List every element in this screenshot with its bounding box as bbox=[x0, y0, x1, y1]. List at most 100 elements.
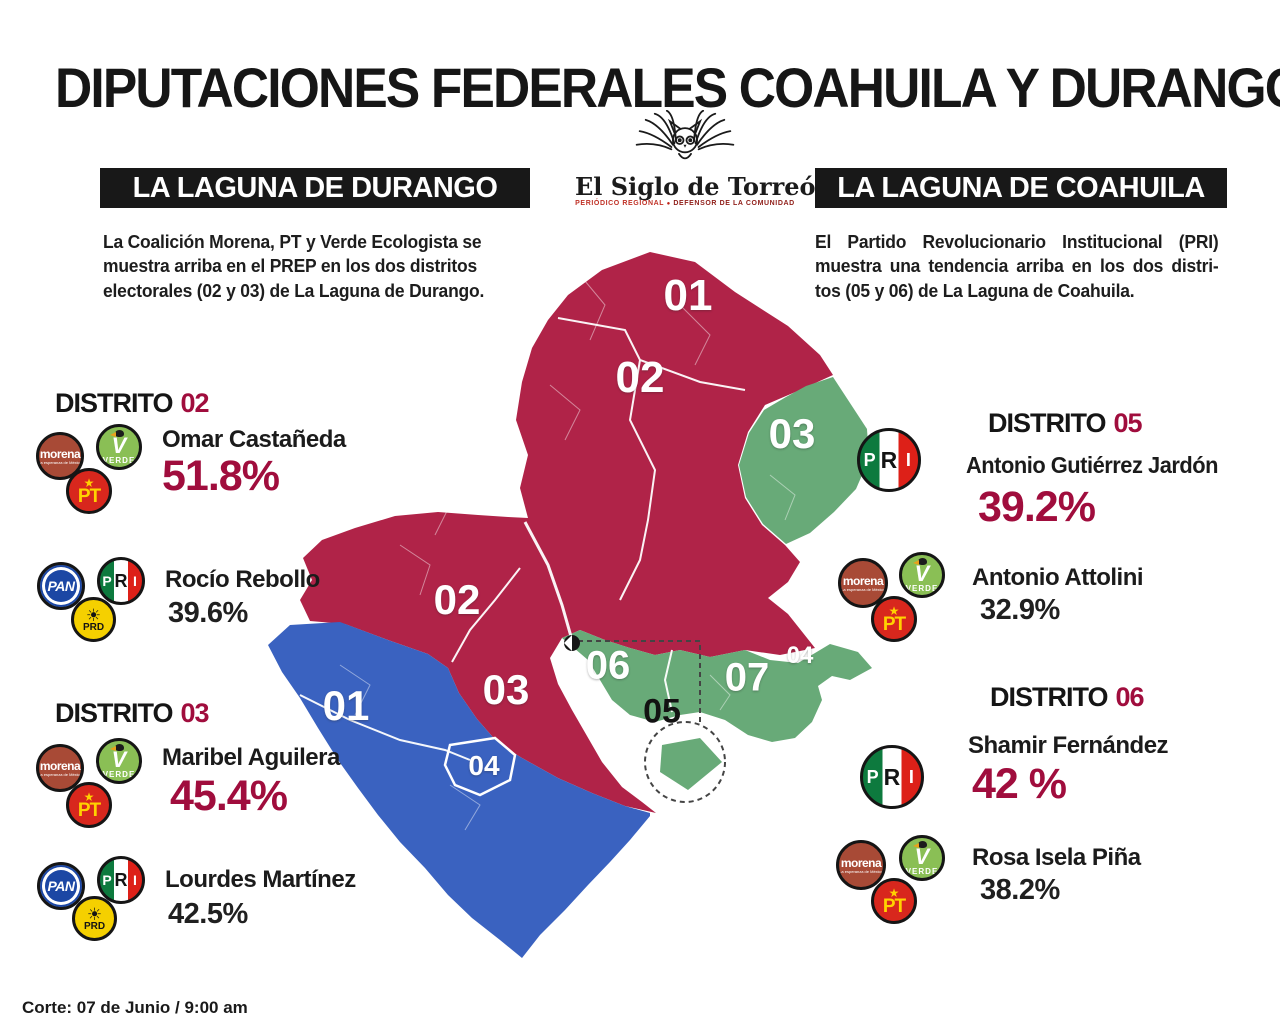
paragraph-coahuila: El Partido Revolucionario Institucional … bbox=[815, 230, 1219, 303]
paragraph-durango: La Coalición Morena, PT y Verde Ecologis… bbox=[103, 230, 484, 303]
star-icon: ★ bbox=[83, 789, 95, 804]
morena-sublabel: La esperanza de México bbox=[839, 868, 883, 874]
toucan-icon bbox=[912, 840, 927, 848]
candidate-percentage: 42 % bbox=[972, 760, 1067, 808]
paragraph-durango-line3: electorales (02 y 03) de La Laguna de Du… bbox=[103, 280, 485, 301]
map-region-green-05-inset bbox=[660, 738, 722, 790]
pan-label: PAN bbox=[47, 578, 75, 594]
map-city-marker-highlight bbox=[564, 635, 572, 651]
pri-letter-p: P bbox=[102, 872, 112, 888]
candidate-percentage: 32.9% bbox=[980, 594, 1060, 626]
pri-letter-p: P bbox=[863, 450, 876, 470]
pan-label: PAN bbox=[47, 878, 75, 894]
pri-letter-r: R bbox=[883, 763, 901, 790]
pt-logo: ★ PT bbox=[66, 468, 112, 514]
district-02-title: DISTRITO 02 bbox=[55, 388, 210, 419]
verde-logo: V VERDE bbox=[899, 835, 945, 881]
map-label-coahuila-04: 04 bbox=[786, 642, 814, 669]
page-title: DIPUTACIONES FEDERALES COAHUILA Y DURANG… bbox=[55, 56, 1280, 119]
verde-logo: V VERDE bbox=[899, 552, 945, 598]
verde-label: VERDE bbox=[102, 455, 136, 465]
map-region-blue bbox=[268, 622, 650, 958]
newspaper-name: El Siglo de Torreón bbox=[575, 172, 834, 201]
sun-icon: ☀ bbox=[85, 605, 102, 625]
verde-logo: V VERDE bbox=[96, 738, 142, 784]
star-icon: ★ bbox=[888, 603, 900, 618]
prd-logo: ☀ PRD bbox=[71, 597, 116, 642]
candidate-percentage: 39.6% bbox=[168, 597, 248, 629]
cutoff-timestamp: Corte: 07 de Junio / 9:00 am bbox=[22, 998, 248, 1017]
district-02-word: DISTRITO bbox=[55, 388, 174, 418]
toucan-icon bbox=[109, 743, 124, 751]
owl-icon bbox=[635, 110, 735, 160]
map-label-durango-02: 02 bbox=[433, 576, 481, 623]
paragraph-coahuila-line3: tos (05 y 06) de La Laguna de Coahuila. bbox=[815, 280, 1135, 301]
tagline-right: DEFENSOR DE LA COMUNIDAD bbox=[673, 200, 795, 207]
candidate-percentage: 42.5% bbox=[168, 898, 248, 930]
map-label-durango-04: 04 bbox=[468, 750, 500, 781]
candidate-percentage: 45.4% bbox=[170, 772, 288, 820]
map-label-coahuila-01: 01 bbox=[663, 271, 713, 320]
pri-letter-p: P bbox=[866, 767, 879, 787]
morena-logo: morena La esperanza de México bbox=[36, 432, 84, 480]
map-label-durango-03: 03 bbox=[482, 666, 530, 713]
district-map bbox=[268, 252, 872, 958]
verde-logo: V VERDE bbox=[96, 424, 142, 470]
header-laguna-durango-label: LA LAGUNA DE DURANGO bbox=[132, 171, 498, 204]
sun-icon: ☀ bbox=[86, 904, 103, 924]
verde-v-label: V bbox=[914, 560, 930, 586]
candidate-name: Lourdes Martínez bbox=[165, 866, 356, 893]
district-02-number: 02 bbox=[180, 388, 210, 418]
header-laguna-durango: LA LAGUNA DE DURANGO bbox=[100, 168, 530, 208]
candidate-name: Omar Castañeda bbox=[162, 426, 346, 453]
district-05-title: DISTRITO 05 bbox=[988, 408, 1143, 439]
pri-letter-i: I bbox=[133, 872, 137, 888]
paragraph-durango-line2: muestra arriba en el PREP en los dos dis… bbox=[103, 256, 478, 277]
district-06-number: 06 bbox=[1115, 682, 1145, 712]
candidate-name: Rosa Isela Piña bbox=[972, 844, 1141, 871]
paragraph-durango-line1: La Coalición Morena, PT y Verde Ecologis… bbox=[103, 232, 482, 252]
map-label-coahuila-06: 06 bbox=[585, 643, 631, 688]
pri-letter-p: P bbox=[102, 573, 112, 589]
prd-label: PRD bbox=[82, 621, 105, 633]
paragraph-coahuila-line2: muestra una tendencia arriba en los dos … bbox=[815, 256, 1219, 277]
pri-letter-i: I bbox=[908, 767, 914, 787]
morena-logo: morena La esperanza de México bbox=[836, 840, 886, 890]
map-label-coahuila-05: 05 bbox=[643, 692, 681, 731]
map-region-green-03 bbox=[739, 377, 869, 544]
candidate-name: Antonio Gutiérrez Jardón bbox=[966, 452, 1219, 478]
district-05-word: DISTRITO bbox=[988, 408, 1107, 438]
map-label-durango-01: 01 bbox=[322, 682, 370, 729]
morena-sublabel: La esperanza de México bbox=[38, 771, 82, 777]
star-icon: ★ bbox=[83, 475, 95, 490]
district-03-word: DISTRITO bbox=[55, 698, 174, 728]
pri-letter-i: I bbox=[905, 450, 911, 470]
map-region-green-06-07 bbox=[562, 630, 872, 742]
district-03-title: DISTRITO 03 bbox=[55, 698, 210, 729]
pt-logo: ★ PT bbox=[66, 782, 112, 828]
star-icon: ★ bbox=[888, 885, 900, 900]
tagline-left: PERIÓDICO REGIONAL bbox=[575, 200, 665, 207]
district-05-number: 05 bbox=[1113, 408, 1143, 438]
morena-label: morena bbox=[840, 855, 882, 870]
candidate-name: Rocío Rebollo bbox=[165, 566, 320, 593]
pan-logo: PAN bbox=[37, 862, 85, 910]
district-06-title: DISTRITO 06 bbox=[990, 682, 1145, 713]
pri-letter-i: I bbox=[133, 573, 137, 589]
morena-logo: morena La esperanza de México bbox=[36, 744, 84, 792]
map-inset-callout bbox=[578, 640, 726, 803]
pri-letter-r: R bbox=[114, 571, 128, 591]
header-laguna-coahuila-label: LA LAGUNA DE COAHUILA bbox=[837, 171, 1205, 204]
map-region-crimson bbox=[300, 252, 833, 813]
pt-label: PT bbox=[882, 613, 906, 635]
pri-letter-r: R bbox=[880, 446, 898, 473]
morena-sublabel: La esperanza de México bbox=[841, 586, 885, 592]
verde-v-label: V bbox=[111, 746, 127, 772]
verde-v-label: V bbox=[914, 843, 930, 869]
pan-logo: PAN bbox=[37, 562, 85, 610]
candidate-name: Antonio Attolini bbox=[972, 564, 1144, 591]
pri-logo: P R I bbox=[857, 428, 921, 492]
prd-logo: ☀ PRD bbox=[72, 896, 117, 941]
pt-label: PT bbox=[77, 485, 101, 507]
